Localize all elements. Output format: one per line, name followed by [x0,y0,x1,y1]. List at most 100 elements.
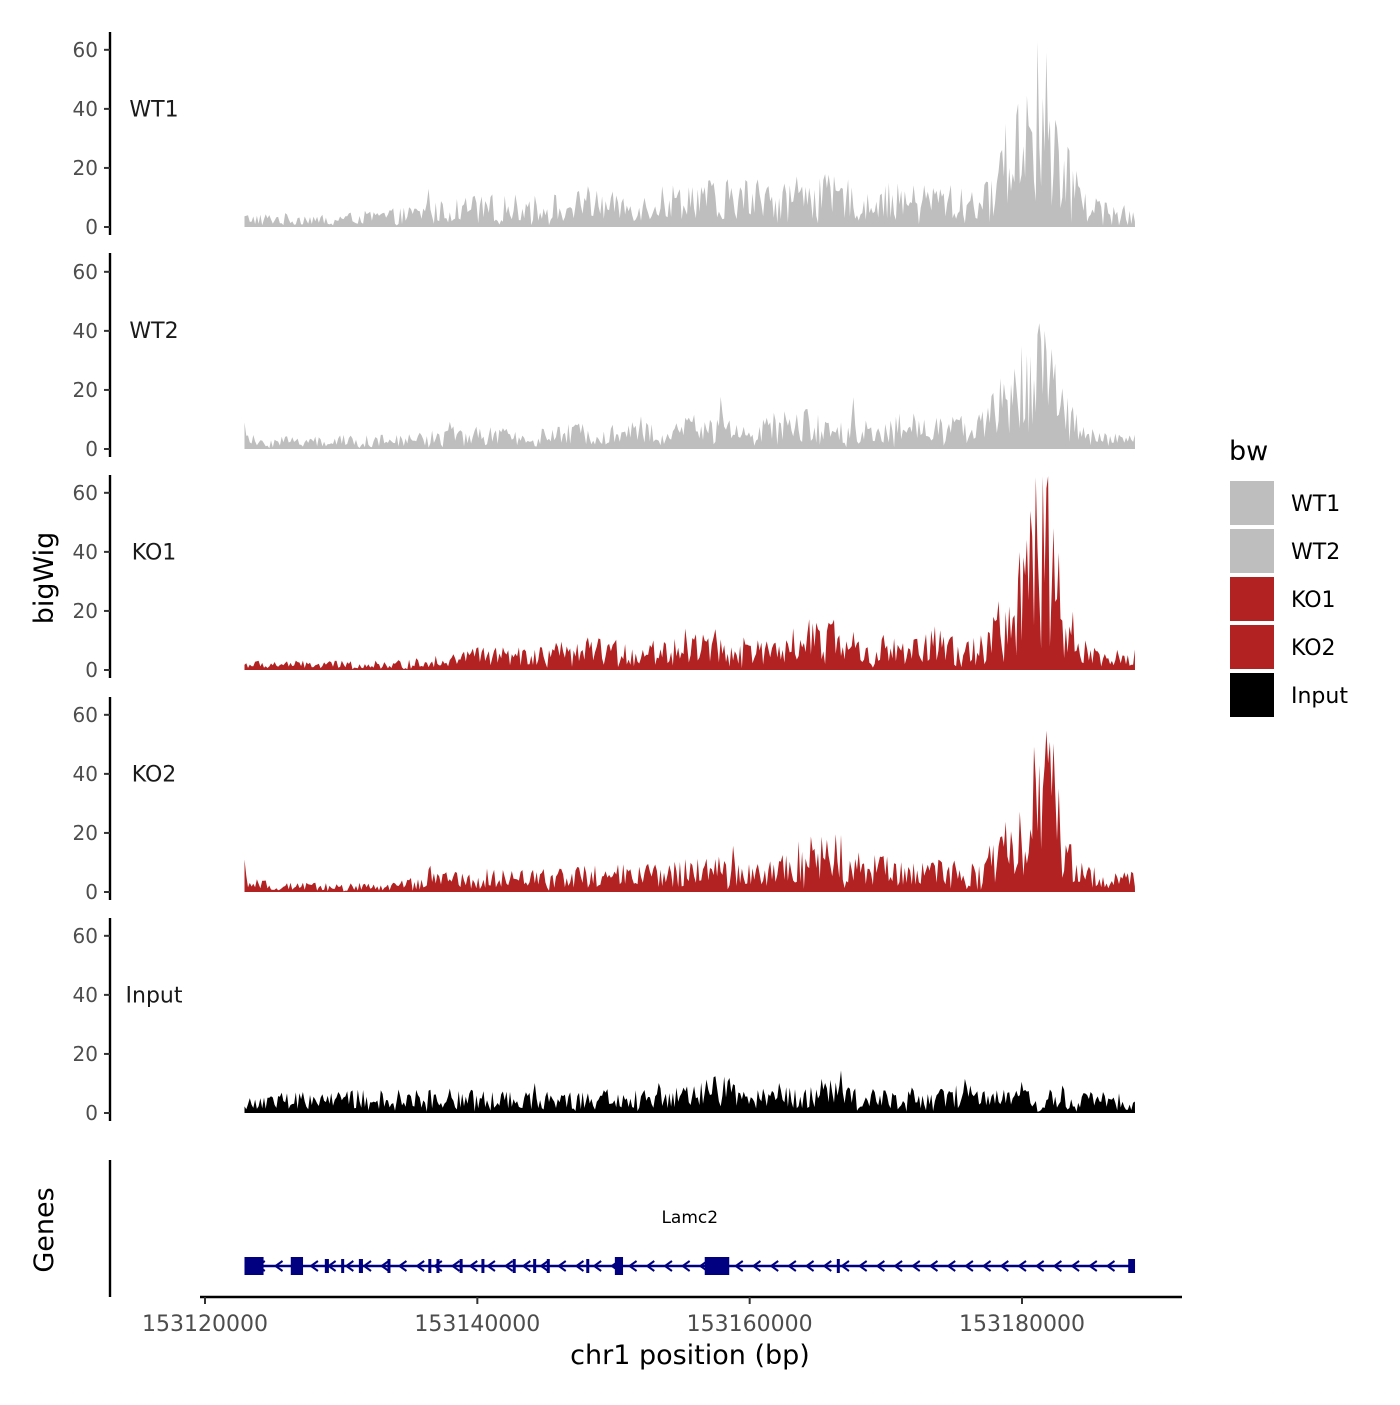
track-input: 0 20 40 60 Input [73,918,1135,1125]
strand-arrow [362,1260,372,1272]
exon [459,1259,463,1273]
y-axis-title: bigWig [29,532,60,625]
strand-arrow [1034,1260,1045,1272]
strand-arrow [804,1260,815,1272]
legend-key-wt1 [1230,481,1274,525]
y-tick-label: 60 [73,703,98,727]
strand-arrow [680,1260,691,1272]
strand-arrow [751,1260,762,1272]
legend-label-wt2: WT2 [1291,540,1340,565]
track-label-wt1: WT1 [129,98,178,123]
strand-arrow [928,1260,939,1272]
strand-arrow [380,1260,390,1272]
legend-label-ko1: KO1 [1291,588,1336,613]
track-label-wt2: WT2 [129,319,178,344]
exon [1128,1259,1136,1273]
strand-arrow [344,1260,354,1272]
y-tick-label: 60 [73,260,98,284]
y-tick-label: 0 [85,215,98,239]
gene-track: Lamc2 [108,1160,1136,1297]
strand-arrow [1070,1260,1080,1272]
strand-arrow [1105,1260,1116,1272]
track-label-input: Input [126,984,183,1009]
signal-area-wt1 [244,41,1135,228]
x-axis-title: chr1 position (bp) [570,1340,810,1371]
y-tick-label: 0 [85,1101,98,1125]
y-tick-label: 40 [73,983,98,1007]
strand-arrow [468,1260,478,1272]
strand-arrow [450,1260,461,1272]
legend-label-wt1: WT1 [1291,492,1340,517]
strand-arrow [627,1260,638,1272]
y-tick-label: 60 [73,481,98,505]
x-axis: 153120000 153140000 153160000 153180000 [142,1295,1182,1337]
strand-arrow [734,1260,744,1272]
exon [387,1259,391,1273]
exon [341,1259,345,1273]
exon [324,1259,329,1273]
strand-arrow [433,1260,443,1272]
strand-arrow [486,1260,496,1272]
legend-key-ko1 [1230,577,1274,621]
strand-arrow [557,1260,567,1272]
exon [358,1259,363,1273]
exon [533,1259,537,1273]
y-tick-label: 40 [73,762,98,786]
exon [704,1257,730,1275]
y-tick-label: 40 [73,540,98,564]
signal-area-ko2 [244,730,1135,892]
exon [836,1259,840,1273]
strand-arrow [787,1260,797,1272]
x-tick-label: 153120000 [142,1312,268,1337]
gene-track-title: Genes [29,1187,60,1272]
strand-arrow [857,1260,868,1272]
strand-arrow [981,1260,992,1272]
track-wt2: 0 20 40 60 WT2 [73,253,1135,461]
legend-key-input [1230,673,1274,717]
track-label-ko2: KO2 [132,763,177,788]
y-tick-label: 0 [85,437,98,461]
strand-arrow [521,1260,531,1272]
exon [244,1257,264,1275]
exon [290,1257,304,1275]
strand-arrow [999,1260,1009,1272]
y-tick-label: 20 [73,599,98,623]
strand-arrow [1017,1260,1027,1272]
x-tick-label: 153180000 [959,1312,1085,1337]
exon [586,1259,590,1273]
y-tick-label: 20 [73,1042,98,1066]
strand-arrow [309,1260,319,1272]
signal-area-wt2 [244,323,1135,449]
y-tick-label: 40 [73,319,98,343]
strand-arrow [592,1260,602,1272]
strand-arrow [503,1260,514,1272]
strand-arrow [822,1260,832,1272]
track-ko2: 0 20 40 60 KO2 [73,697,1135,904]
strand-arrow [893,1260,903,1272]
y-tick-label: 20 [73,821,98,845]
y-tick-label: 0 [85,880,98,904]
track-ko1: 0 20 40 60 KO1 [73,475,1135,682]
legend-key-wt2 [1230,529,1274,573]
y-tick-label: 20 [73,378,98,402]
strand-arrow [645,1260,655,1272]
strand-arrow [1052,1260,1062,1272]
exon [546,1259,550,1273]
y-tick-label: 0 [85,658,98,682]
strand-arrow [273,1260,284,1272]
legend-label-input: Input [1291,684,1348,709]
tracks-layer: 0 20 40 60 WT1 0 20 40 60 WT2 0 20 40 60 KO1 0 20 40 60 KO2… [73,32,1135,1125]
strand-arrow [946,1260,956,1272]
legend-key-ko2 [1230,625,1274,669]
strand-arrow [663,1260,673,1272]
y-tick-label: 40 [73,97,98,121]
exon [481,1259,485,1273]
strand-arrow [1088,1260,1098,1272]
track-label-ko1: KO1 [132,541,177,566]
signal-area-ko1 [244,476,1135,670]
y-tick-label: 60 [73,924,98,948]
y-tick-label: 60 [73,38,98,62]
strand-arrow [964,1260,974,1272]
